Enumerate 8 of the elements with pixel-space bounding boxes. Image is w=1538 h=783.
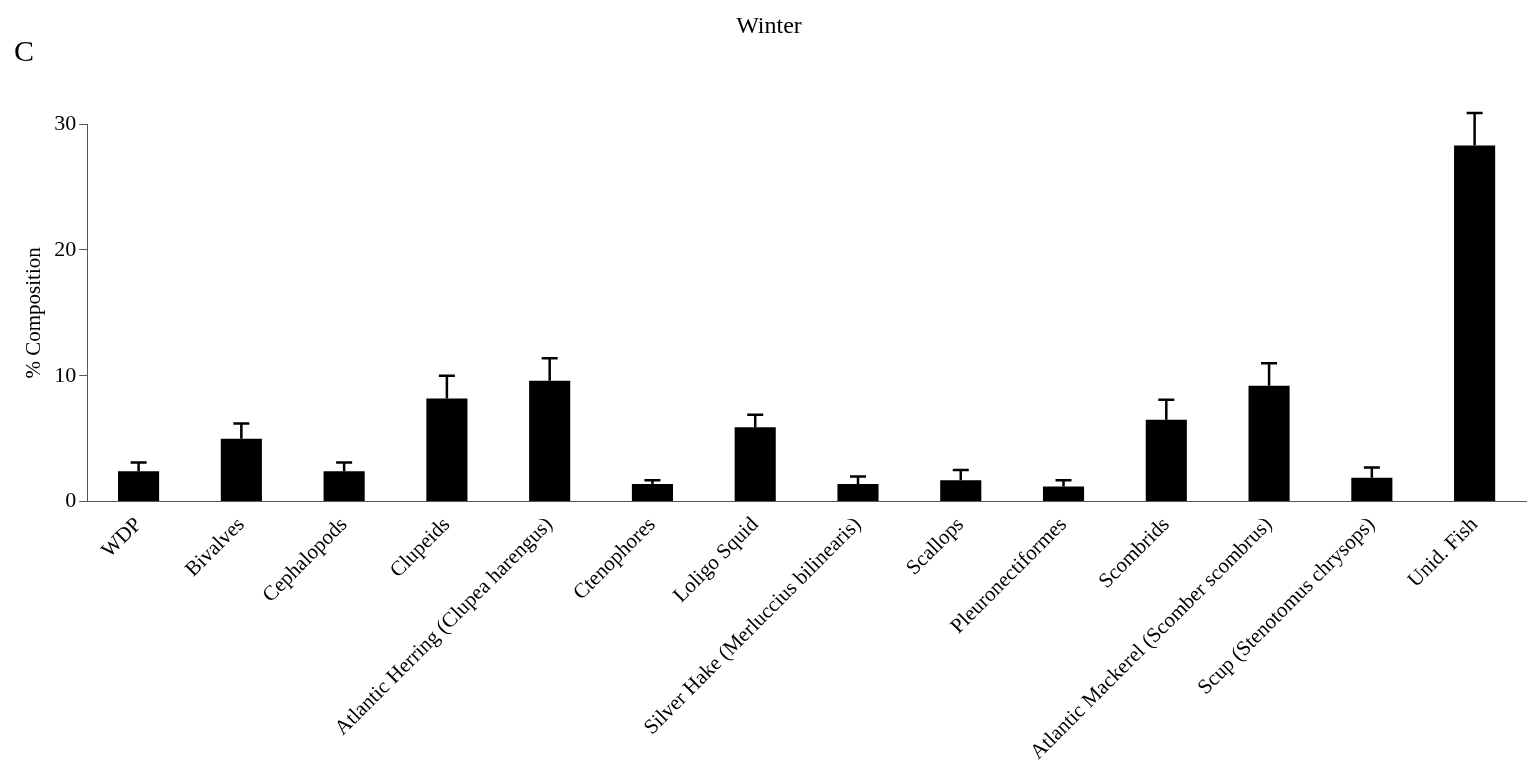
- y-tick-label: 20: [54, 235, 77, 261]
- chart-title: Winter: [736, 12, 802, 38]
- y-axis-title: % Composition: [21, 246, 46, 379]
- y-tick-label: 10: [54, 361, 77, 387]
- y-tick-label: 0: [65, 487, 77, 513]
- bar: [631, 483, 673, 502]
- text: C: [14, 34, 35, 68]
- y-tick-label: 30: [54, 109, 77, 135]
